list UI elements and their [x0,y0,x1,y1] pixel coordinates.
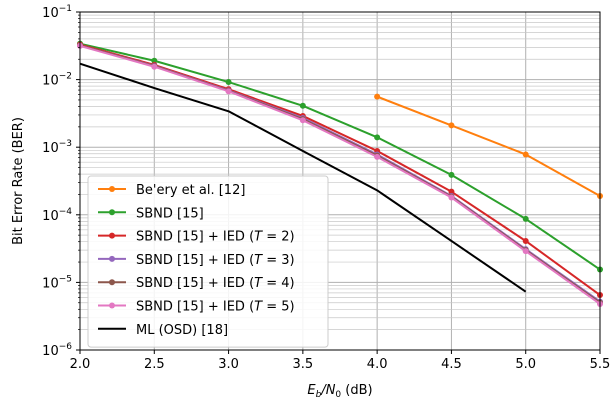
legend-item: SBND [15] [98,206,204,221]
data-point [448,171,455,178]
legend-box [87,175,329,348]
legend-marker [109,209,115,216]
data-point [299,102,306,109]
legend-item: SBND [15] + IED (T = 2) [98,230,295,245]
x-tick-label: 4.5 [441,357,462,372]
data-point [448,188,455,195]
series-line [376,95,601,197]
data-point [151,57,158,64]
x-tick-label: 2.5 [144,357,165,372]
x-axis-label: Eb/N0 (dB) [307,383,372,400]
legend-label: SBND [15] + IED (T = 4) [136,276,295,291]
legend-item: SBND [15] + IED (T = 4) [98,276,295,291]
x-tick-label: 3.0 [218,357,239,372]
y-tick-label: 10−2 [42,72,72,89]
data-point [522,237,529,244]
y-tick-label: 10−4 [42,207,72,224]
axis-ticks: 2.0 2.5 3.0 3.5 4.0 4.5 5.0 5.5 10−6 10−5 10−4 10−3… [42,4,610,372]
x-tick-label: 2.0 [70,357,91,372]
series-0 [374,93,603,199]
data-point [522,215,529,222]
legend-item: ML (OSD) [18] [98,323,228,338]
legend-marker [109,255,115,262]
x-tick-label: 5.5 [590,357,611,372]
x-tick-label: 5.0 [515,357,536,372]
x-tick-label: 3.5 [293,357,314,372]
data-point [522,248,529,255]
data-point [374,153,381,160]
data-point [374,93,381,100]
legend-label: ML (OSD) [18] [136,323,228,338]
legend-item: Be'ery et al. [12] [98,183,245,198]
series-line [79,44,601,305]
plot-frame [79,11,601,351]
series-line [79,42,601,271]
data-point [151,63,158,70]
legend-marker [109,279,115,286]
legend-marker [109,186,115,192]
data-point [299,117,306,124]
legend-label: SBND [15] [136,206,204,221]
legend: Be'ery et al. [12] SBND [15] SBND [15] + I… [87,175,329,348]
data-point [522,151,529,158]
legend-item: SBND [15] + IED (T = 3) [98,253,295,268]
data-point [448,194,455,201]
legend-label: SBND [15] + IED (T = 2) [136,230,295,245]
y-tick-label: 10−5 [42,274,72,291]
legend-item: SBND [15] + IED (T = 5) [98,300,295,315]
data-point [374,134,381,141]
data-point [225,79,232,86]
legend-label: Be'ery et al. [12] [136,183,245,198]
legend-label: SBND [15] + IED (T = 3) [136,253,295,268]
legend-marker [109,232,115,239]
y-tick-label: 10−3 [42,139,72,156]
data-point [225,88,232,95]
data-point [448,122,455,129]
y-tick-label: 10−1 [42,4,72,21]
legend-marker [109,302,115,309]
y-tick-label: 10−6 [42,342,72,359]
y-axis-label: Bit Error Rate (BER) [11,117,26,245]
series-line [79,62,527,293]
legend-label: SBND [15] + IED (T = 5) [136,300,295,315]
series-6 [79,62,527,293]
x-tick-label: 4.0 [367,357,388,372]
